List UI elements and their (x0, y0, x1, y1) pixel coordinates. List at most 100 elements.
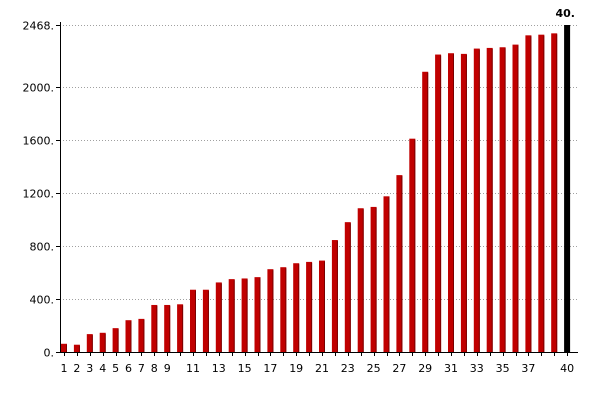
bar-shade (220, 283, 222, 352)
bar-body (177, 304, 184, 352)
bar-body (138, 318, 145, 352)
bar-20 (306, 261, 313, 352)
bar-body (435, 54, 442, 352)
bar-body (551, 33, 558, 353)
bar-body (241, 278, 248, 352)
bar-shade (246, 279, 248, 352)
bar-body (151, 304, 158, 352)
bar-35 (499, 47, 506, 353)
bar-body (422, 71, 429, 353)
bar-body (215, 282, 222, 352)
bar-38 (538, 34, 545, 352)
bar-37 (525, 35, 532, 352)
y-tick-label: 2468. (23, 20, 55, 33)
bar-shade (440, 55, 442, 352)
y-tick-label: 400. (30, 294, 55, 307)
bar-shade (156, 305, 158, 352)
bars (61, 25, 571, 353)
bar-19 (293, 263, 300, 352)
bar-shade (66, 344, 67, 352)
bar-shade (298, 264, 300, 352)
bar-3 (86, 334, 93, 352)
bar-shade (491, 48, 493, 352)
bar-body (293, 263, 300, 352)
bar-shade (362, 209, 364, 352)
bar-18 (280, 267, 287, 352)
x-tick-label: 27 (392, 362, 406, 375)
bar-shade (517, 45, 519, 352)
x-tick-label: 5 (112, 362, 119, 375)
bar-body (125, 320, 132, 352)
bar-body (564, 25, 571, 352)
bar-1 (61, 343, 67, 352)
bar-shade (543, 35, 545, 352)
bar-body (525, 35, 532, 352)
bar-shade (556, 34, 558, 353)
bar-shade (143, 319, 145, 352)
x-tick-label: 17 (263, 362, 277, 375)
bar-shade (78, 345, 80, 352)
bar-5 (112, 328, 119, 352)
bar-23 (344, 222, 351, 352)
bar-6 (125, 320, 132, 352)
bar-12 (202, 289, 209, 352)
bar-29 (422, 71, 429, 353)
bar-13 (215, 282, 222, 352)
x-tick-label: 25 (367, 362, 381, 375)
bar-body (86, 334, 93, 352)
bar-body (202, 289, 209, 352)
bar-body (396, 175, 403, 352)
corner-value-label: 40. (556, 7, 576, 20)
bar-body (460, 53, 467, 352)
bar-body (190, 289, 196, 352)
bar-16 (254, 277, 261, 352)
bar-shade (401, 176, 403, 352)
bar-4 (99, 332, 106, 352)
bar-body (280, 267, 287, 352)
x-tick-label: 11 (186, 362, 200, 375)
bar-body (228, 279, 235, 352)
x-tick-label: 19 (289, 362, 303, 375)
bar-shade (388, 197, 390, 352)
bar-31 (448, 53, 454, 352)
x-tick-label: 15 (238, 362, 252, 375)
x-tick-label: 35 (496, 362, 510, 375)
bar-39 (551, 33, 558, 353)
bar-body (61, 343, 67, 352)
x-tick-label: 6 (125, 362, 132, 375)
y-tick-label: 0. (44, 347, 55, 360)
x-tick-label: 23 (341, 362, 355, 375)
bar-shade (465, 54, 467, 352)
bar-11 (190, 289, 196, 352)
bar-34 (486, 47, 493, 352)
bar-shade (311, 262, 313, 352)
bar-shade (530, 36, 532, 352)
bar-shade (324, 261, 325, 352)
bar-shade (182, 305, 184, 352)
bar-32 (460, 53, 467, 352)
x-tick-label: 29 (418, 362, 432, 375)
bar-24 (357, 208, 364, 352)
bar-body (73, 344, 80, 352)
x-tick-label: 7 (138, 362, 145, 375)
bar-28 (409, 138, 416, 352)
bar-shade (272, 270, 274, 352)
x-tick-label: 37 (521, 362, 535, 375)
bar-body (164, 304, 171, 352)
bar-shade (414, 139, 416, 352)
bar-body (112, 328, 119, 352)
bar-2 (73, 344, 80, 352)
bar-33 (473, 48, 480, 352)
bar-body (473, 48, 480, 352)
bar-21 (319, 260, 325, 352)
bar-8 (151, 304, 158, 352)
bar-body (99, 332, 106, 352)
bar-10 (177, 304, 184, 352)
bar-shade (233, 280, 235, 352)
bar-body (383, 196, 390, 352)
bar-body (499, 47, 506, 353)
bar-shade (104, 333, 106, 352)
y-tick-label: 1600. (23, 135, 55, 148)
bar-shade (349, 223, 351, 352)
bar-body (512, 44, 519, 352)
